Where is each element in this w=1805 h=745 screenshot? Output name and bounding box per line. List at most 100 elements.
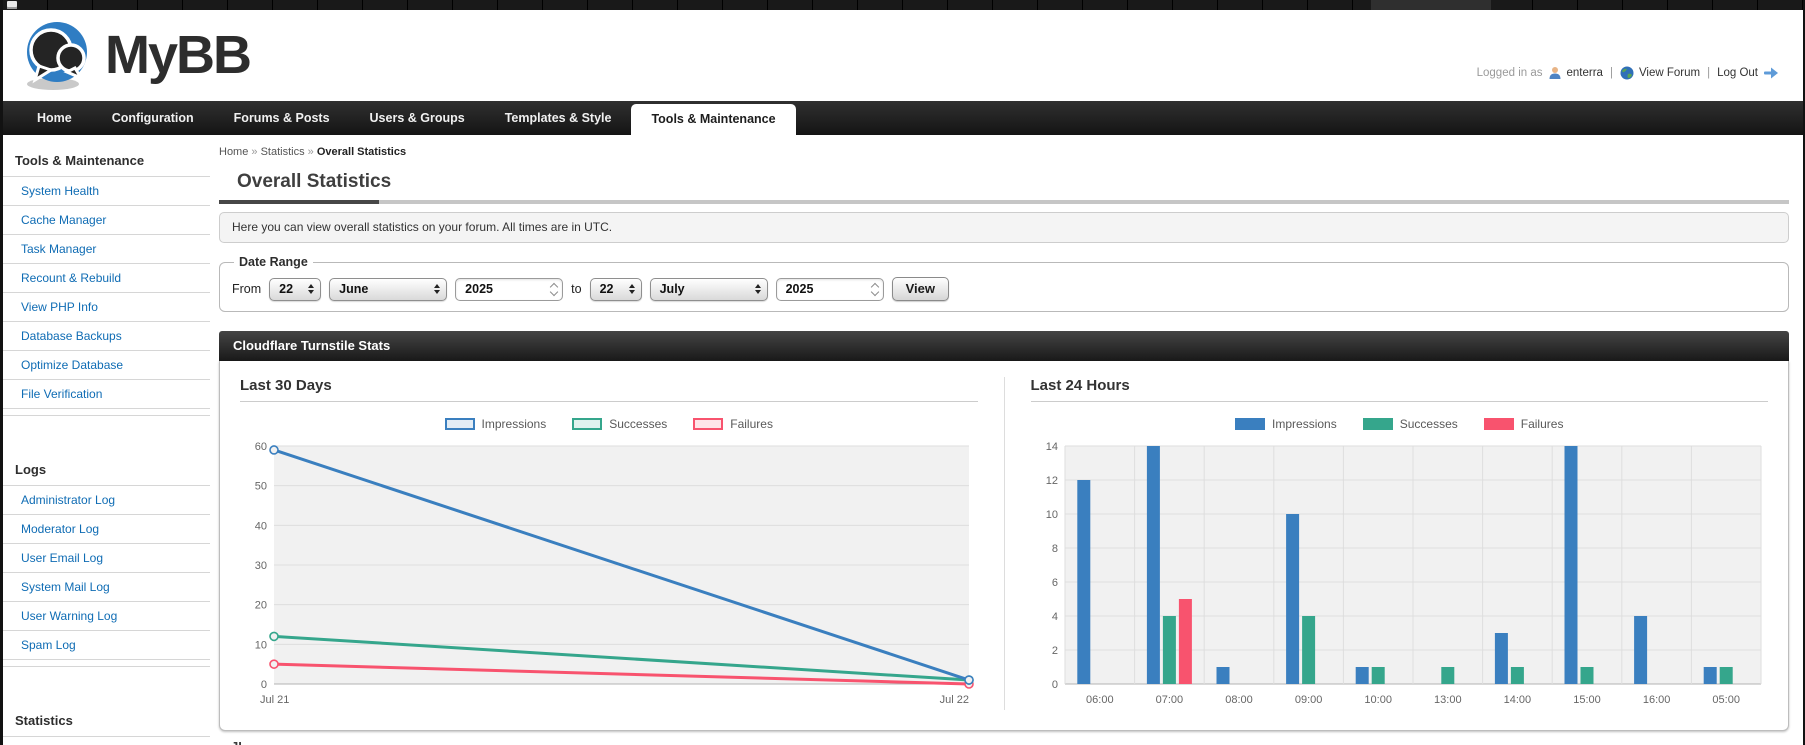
- legend-label: Impressions: [481, 417, 547, 431]
- from-day-select[interactable]: 22: [269, 277, 322, 301]
- tab-tools-maintenance[interactable]: Tools & Maintenance: [631, 104, 796, 135]
- username-link[interactable]: enterra: [1566, 67, 1603, 79]
- sidebar-item-database-backups[interactable]: Database Backups: [3, 322, 210, 351]
- clipped-content-below-fold: JL: [231, 740, 247, 745]
- legend-swatch-impressions: [444, 418, 475, 430]
- header: MyBB Logged in as enterra | View Forum |…: [3, 10, 1803, 101]
- from-year-input[interactable]: 2025: [455, 277, 564, 301]
- tab-templates-style[interactable]: Templates & Style: [504, 111, 612, 125]
- from-day-value: 22: [279, 282, 294, 296]
- from-month-select[interactable]: June: [329, 277, 448, 301]
- sidebar-group-end: [3, 737, 210, 744]
- sidebar-item-view-php-info[interactable]: View PHP Info: [3, 293, 210, 322]
- stepper-icon[interactable]: [549, 282, 559, 296]
- tab-forums-posts[interactable]: Forums & Posts: [233, 111, 330, 125]
- svg-text:0: 0: [261, 679, 267, 691]
- view-button[interactable]: View: [891, 277, 949, 301]
- sidebar-item-user-email-log[interactable]: User Email Log: [3, 544, 210, 573]
- user-bar: Logged in as enterra | View Forum | Log …: [1477, 66, 1779, 80]
- breadcrumb-statistics[interactable]: Statistics: [260, 146, 305, 158]
- legend-label: Failures: [730, 417, 773, 431]
- sidebar-item-file-verification[interactable]: File Verification: [3, 380, 210, 409]
- svg-text:0: 0: [1051, 679, 1057, 691]
- legend-swatch-failures: [693, 418, 724, 430]
- panel-title: Cloudflare Turnstile Stats: [219, 331, 1789, 361]
- svg-text:05:00: 05:00: [1712, 694, 1740, 706]
- svg-text:12: 12: [1045, 475, 1057, 487]
- tab-home[interactable]: Home: [37, 111, 72, 125]
- view-forum-link[interactable]: View Forum: [1638, 67, 1701, 79]
- mybb-logo: MyBB: [15, 18, 252, 92]
- sidebar-item-optimize-database[interactable]: Optimize Database: [3, 351, 210, 380]
- browser-active-tab[interactable]: [1371, 0, 1491, 10]
- svg-text:4: 4: [1051, 611, 1057, 623]
- date-range-row: From 22 June 2025 to 22: [232, 277, 1778, 301]
- breadcrumb-overall-statistics: Overall Statistics: [316, 146, 407, 158]
- svg-text:60: 60: [255, 441, 267, 453]
- select-arrows-icon: [308, 284, 315, 294]
- turnstile-stats-panel: Cloudflare Turnstile Stats Last 30 Days …: [219, 331, 1789, 731]
- select-arrows-icon: [754, 284, 761, 294]
- legend-item-successes: Successes: [1362, 417, 1458, 431]
- logged-in-as-label: Logged in as: [1476, 67, 1543, 79]
- legend-item-impressions: Impressions: [1235, 417, 1337, 431]
- legend-swatch-impressions: [1235, 418, 1266, 430]
- sidebar-title-logs: Logs: [3, 456, 210, 486]
- globe-icon: [1620, 66, 1634, 80]
- userbar-separator-2: |: [1707, 67, 1711, 79]
- breadcrumb: Home » Statistics » Overall Statistics: [219, 146, 1789, 158]
- sidebar-group-end: [3, 409, 210, 416]
- from-month-value: June: [339, 282, 369, 296]
- svg-text:40: 40: [255, 520, 267, 532]
- svg-text:15:00: 15:00: [1573, 694, 1601, 706]
- bar-chart-last-24-hours: 0 2 4 6 8 10 12 14 06:00 07:00 08:00 09:00 10:00 13:0…: [1045, 441, 1761, 706]
- breadcrumb-home[interactable]: Home: [219, 146, 249, 158]
- panel-body: Last 30 Days Impressions Successes Failure…: [219, 361, 1789, 731]
- legend-item-failures: Failures: [1483, 417, 1564, 431]
- svg-text:Jul 22: Jul 22: [940, 694, 969, 706]
- sidebar-item-user-warning-log[interactable]: User Warning Log: [3, 602, 210, 631]
- svg-text:20: 20: [255, 600, 267, 612]
- sidebar-item-administrator-log[interactable]: Administrator Log: [3, 486, 210, 515]
- select-arrows-icon: [628, 284, 635, 294]
- content: Home » Statistics » Overall Statistics O…: [210, 135, 1803, 731]
- svg-text:2: 2: [1051, 645, 1057, 657]
- stepper-icon[interactable]: [870, 282, 879, 296]
- browser-icon: [7, 1, 17, 9]
- chart-legend-0: Impressions Successes Failures: [240, 414, 978, 434]
- svg-text:07:00: 07:00: [1155, 694, 1183, 706]
- sidebar-item-moderator-log[interactable]: Moderator Log: [3, 515, 210, 544]
- to-month-select[interactable]: July: [649, 277, 768, 301]
- legend-label: Failures: [1520, 417, 1564, 431]
- select-arrows-icon: [434, 284, 441, 294]
- svg-text:6: 6: [1051, 577, 1057, 589]
- tab-users-groups[interactable]: Users & Groups: [369, 111, 465, 125]
- line-chart-last-30-days: 0 10 20 30 40 50 60 Jul 21 Jul 22: [255, 441, 974, 706]
- to-day-select[interactable]: 22: [589, 277, 642, 301]
- sidebar-item-system-health[interactable]: System Health: [3, 177, 210, 206]
- svg-text:10: 10: [255, 639, 267, 651]
- sidebar-title-statistics[interactable]: Statistics: [3, 707, 210, 737]
- to-year-value: 2025: [785, 282, 814, 296]
- sidebar-item-recount-rebuild[interactable]: Recount & Rebuild: [3, 264, 210, 293]
- svg-text:10: 10: [1045, 509, 1057, 521]
- legend-swatch-successes: [1362, 418, 1393, 430]
- tab-configuration[interactable]: Configuration: [111, 111, 194, 125]
- to-year-input[interactable]: 2025: [775, 277, 884, 301]
- svg-text:08:00: 08:00: [1225, 694, 1253, 706]
- from-year-value: 2025: [465, 282, 493, 296]
- breadcrumb-separator: »: [304, 146, 317, 158]
- sidebar-item-task-manager[interactable]: Task Manager: [3, 235, 210, 264]
- sidebar-item-spam-log[interactable]: Spam Log: [3, 631, 210, 660]
- chart-section-last-24-hours: Last 24 Hours Impressions Successes Failur…: [1005, 377, 1768, 710]
- sidebar-item-cache-manager[interactable]: Cache Manager: [3, 206, 210, 235]
- legend-swatch-successes: [572, 418, 603, 430]
- log-out-link[interactable]: Log Out: [1717, 67, 1758, 79]
- page-title: Overall Statistics: [237, 171, 392, 192]
- legend-swatch-failures: [1483, 418, 1514, 430]
- legend-item-impressions: Impressions: [444, 417, 547, 431]
- sidebar-item-system-mail-log[interactable]: System Mail Log: [3, 573, 210, 602]
- chart-title-last-24-hours: Last 24 Hours: [1030, 377, 1768, 402]
- logo-text: MyBB: [105, 25, 252, 85]
- page-description: Here you can view overall statistics on …: [219, 212, 1789, 243]
